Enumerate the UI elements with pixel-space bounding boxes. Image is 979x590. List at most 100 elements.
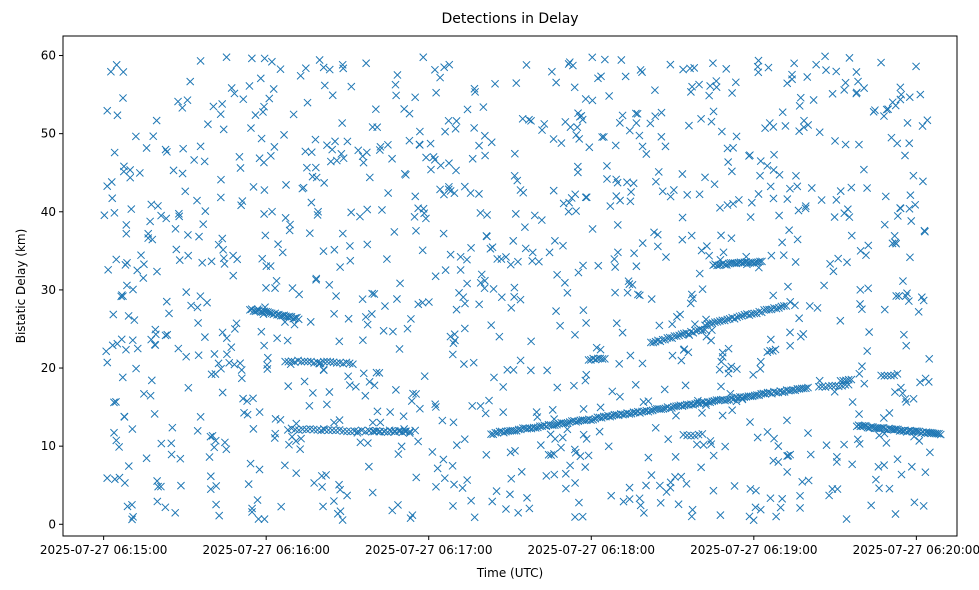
data-point-marker — [556, 321, 565, 330]
data-point-marker — [392, 91, 401, 100]
data-point-marker — [292, 469, 301, 478]
data-point-marker — [503, 365, 512, 374]
data-point-marker — [856, 246, 865, 255]
data-point-marker — [534, 257, 543, 266]
data-point-marker — [920, 227, 929, 236]
data-point-marker — [731, 78, 740, 87]
data-point-marker — [418, 298, 427, 307]
data-point-marker — [354, 146, 363, 155]
data-point-marker — [571, 330, 579, 339]
data-point-marker — [734, 195, 743, 204]
data-point-marker — [836, 187, 845, 196]
data-point-marker — [489, 285, 498, 293]
data-point-marker — [832, 67, 841, 76]
data-point-marker — [703, 319, 712, 328]
data-point-marker — [854, 77, 863, 86]
data-point-marker — [325, 280, 334, 289]
data-point-marker — [411, 426, 420, 435]
data-point-marker — [332, 359, 341, 367]
data-point-marker — [113, 111, 122, 120]
data-point-marker — [853, 435, 862, 444]
data-point-marker — [848, 460, 857, 469]
data-point-marker — [236, 164, 245, 172]
data-point-marker — [658, 335, 667, 344]
data-point-marker — [324, 426, 333, 435]
data-point-marker — [260, 210, 269, 218]
data-point-marker — [911, 427, 920, 436]
data-point-marker — [880, 305, 889, 314]
data-point-marker — [319, 365, 328, 374]
data-point-marker — [127, 500, 136, 509]
data-point-marker — [856, 300, 865, 308]
data-point-marker — [774, 458, 783, 466]
data-point-marker — [273, 334, 282, 343]
data-point-marker — [441, 127, 450, 136]
data-point-marker — [499, 428, 508, 437]
data-point-marker — [547, 451, 556, 459]
data-point-marker — [418, 246, 427, 255]
data-point-marker — [909, 394, 918, 403]
data-point-marker — [165, 309, 173, 318]
data-point-marker — [668, 351, 677, 360]
data-point-marker — [296, 71, 305, 80]
data-point-marker — [151, 325, 160, 334]
data-point-marker — [573, 123, 582, 132]
data-point-marker — [532, 408, 541, 417]
data-point-marker — [247, 124, 255, 133]
data-point-marker — [441, 266, 450, 275]
y-tick-label: 50 — [41, 127, 56, 141]
data-point-marker — [253, 496, 262, 505]
data-point-marker — [795, 314, 804, 323]
data-point-marker — [918, 177, 927, 186]
data-point-marker — [111, 397, 120, 406]
data-point-marker — [431, 272, 440, 281]
data-point-marker — [183, 96, 192, 105]
data-point-marker — [818, 382, 827, 391]
data-point-marker — [207, 370, 216, 379]
data-point-marker — [119, 162, 128, 171]
data-point-marker — [456, 266, 465, 274]
data-point-marker — [438, 416, 447, 425]
data-point-marker — [280, 130, 288, 139]
data-point-marker — [783, 416, 791, 425]
data-point-marker — [695, 190, 704, 199]
data-point-marker — [712, 83, 721, 92]
data-point-marker — [859, 165, 868, 174]
data-point-marker — [162, 147, 171, 156]
data-point-marker — [746, 418, 754, 426]
data-point-marker — [329, 497, 338, 505]
data-point-marker — [432, 88, 441, 97]
data-point-marker — [573, 168, 582, 177]
data-point-marker — [786, 328, 794, 337]
data-point-marker — [738, 311, 746, 320]
data-point-marker — [440, 474, 449, 483]
data-point-marker — [222, 350, 231, 359]
data-point-marker — [526, 366, 535, 375]
data-point-marker — [420, 209, 429, 218]
data-point-marker — [769, 194, 778, 203]
data-point-marker — [874, 462, 883, 471]
data-point-marker — [430, 155, 439, 164]
data-point-marker — [117, 292, 126, 301]
data-point-marker — [372, 368, 381, 377]
data-point-marker — [122, 281, 131, 290]
data-point-marker — [890, 231, 899, 240]
data-point-marker — [916, 90, 925, 99]
data-point-marker — [130, 316, 139, 325]
data-point-marker — [139, 260, 148, 269]
data-point-marker — [602, 161, 611, 170]
data-point-marker — [103, 106, 112, 115]
data-point-marker — [654, 167, 663, 176]
data-point-marker — [911, 200, 920, 209]
data-point-marker — [611, 263, 620, 271]
data-point-marker — [281, 213, 290, 222]
data-point-marker — [179, 144, 188, 153]
x-tick-label: 2025-07-27 06:17:00 — [365, 543, 492, 557]
data-point-marker — [863, 347, 872, 355]
data-point-marker — [129, 285, 137, 294]
data-point-marker — [339, 154, 348, 163]
data-point-marker — [330, 309, 339, 318]
data-point-marker — [196, 412, 205, 421]
data-point-marker — [882, 105, 891, 114]
data-point-marker — [735, 312, 744, 321]
